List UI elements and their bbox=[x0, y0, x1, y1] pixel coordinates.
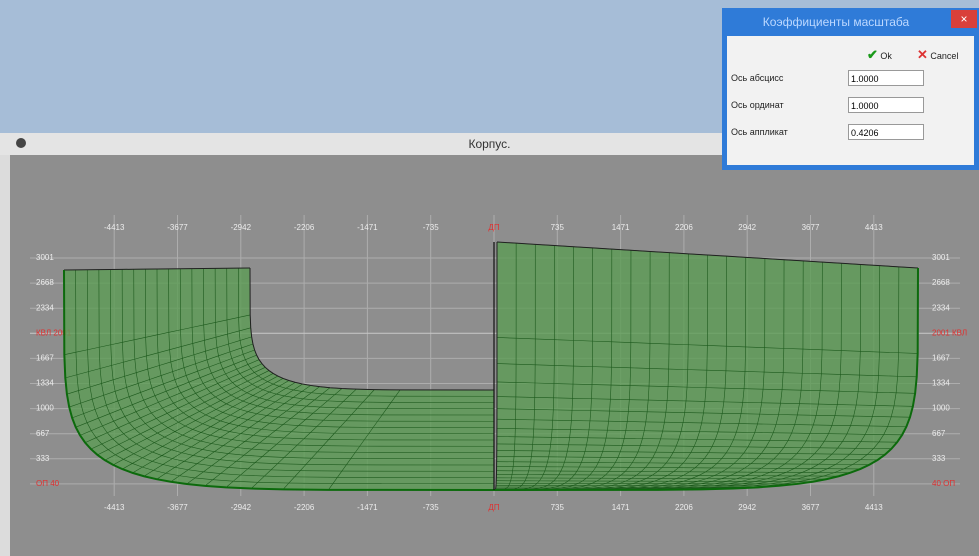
axis-label-top: 2206 bbox=[675, 223, 693, 232]
axis-label-left: 333 bbox=[36, 454, 50, 463]
axis-label-top: -3677 bbox=[167, 223, 188, 232]
axis-label-bottom: 2942 bbox=[738, 503, 756, 512]
dialog-title: Коэффициенты масштаба bbox=[722, 8, 950, 36]
axis-label-bottom: 2206 bbox=[675, 503, 693, 512]
cancel-label: Cancel bbox=[930, 51, 958, 61]
axis-label-right: 1667 bbox=[932, 354, 950, 363]
axis-label-left: ОП 40 bbox=[36, 479, 60, 488]
field-input[interactable]: 1.0000 bbox=[848, 70, 924, 86]
axis-label-bottom: 1471 bbox=[612, 503, 630, 512]
axis-label-right: 3001 bbox=[932, 253, 950, 262]
field-label: Ось аппликат bbox=[731, 127, 788, 137]
axis-label-left: 1667 bbox=[36, 354, 54, 363]
axis-label-top: 3677 bbox=[802, 223, 820, 232]
axis-label-right: 2001 КВЛ bbox=[932, 328, 967, 337]
hull-mesh bbox=[64, 242, 918, 490]
axis-label-bottom: -1471 bbox=[357, 503, 378, 512]
field-label: Ось абсцисс bbox=[731, 73, 783, 83]
axis-label-left: 1334 bbox=[36, 379, 54, 388]
screen: Корпус. -4413-3677-2942-2206-1471-735ДП7… bbox=[0, 0, 979, 556]
axis-label-left: 3001 bbox=[36, 253, 54, 262]
axis-label-left: 1000 bbox=[36, 404, 54, 413]
axis-label-right: 40 ОП bbox=[932, 479, 955, 488]
axis-label-top: ДП bbox=[488, 223, 499, 232]
axis-label-bottom: ДП bbox=[488, 503, 499, 512]
station-line bbox=[250, 268, 494, 390]
field-input[interactable]: 1.0000 bbox=[848, 97, 924, 113]
axis-label-bottom: 4413 bbox=[865, 503, 883, 512]
axis-label-top: 1471 bbox=[612, 223, 630, 232]
axis-label-right: 1334 bbox=[932, 379, 950, 388]
axis-label-right: 2668 bbox=[932, 278, 950, 287]
scale-dialog: Коэффициенты масштаба × ✔ Ok ✕ Cancel Ос… bbox=[722, 8, 979, 170]
axis-label-right: 667 bbox=[932, 429, 946, 438]
dialog-body: ✔ Ok ✕ Cancel Ось абсцисс 1.0000 Ось ордин… bbox=[727, 36, 974, 165]
axis-label-left: 667 bbox=[36, 429, 50, 438]
axis-label-right: 2334 bbox=[932, 303, 950, 312]
axis-label-left: 2668 bbox=[36, 278, 54, 287]
axis-label-right: 333 bbox=[932, 454, 946, 463]
cancel-button[interactable]: ✕ Cancel bbox=[917, 47, 958, 63]
ok-button[interactable]: ✔ Ok bbox=[867, 47, 892, 63]
axis-label-bottom: -4413 bbox=[104, 503, 125, 512]
axis-label-bottom: 735 bbox=[551, 503, 565, 512]
axis-label-bottom: 3677 bbox=[802, 503, 820, 512]
axis-label-bottom: -3677 bbox=[167, 503, 188, 512]
axis-label-bottom: -735 bbox=[423, 503, 440, 512]
ok-label: Ok bbox=[880, 51, 892, 61]
axis-label-bottom: -2206 bbox=[294, 503, 315, 512]
axis-label-top: 735 bbox=[551, 223, 565, 232]
axis-label-top: -735 bbox=[423, 223, 440, 232]
inner-section bbox=[250, 268, 494, 390]
axis-label-top: 2942 bbox=[738, 223, 756, 232]
field-input[interactable]: 0.4206 bbox=[848, 124, 924, 140]
axis-label-bottom: -2942 bbox=[231, 503, 252, 512]
close-button[interactable]: × bbox=[951, 10, 977, 28]
axis-label-top: -2942 bbox=[231, 223, 252, 232]
axis-label-top: 4413 bbox=[865, 223, 883, 232]
axis-label-top: -2206 bbox=[294, 223, 315, 232]
axis-label-top: -4413 bbox=[104, 223, 125, 232]
axis-label-left: 2334 bbox=[36, 303, 54, 312]
axis-label-top: -1471 bbox=[357, 223, 378, 232]
field-label: Ось ординат bbox=[731, 100, 784, 110]
axis-label-right: 1000 bbox=[932, 404, 950, 413]
